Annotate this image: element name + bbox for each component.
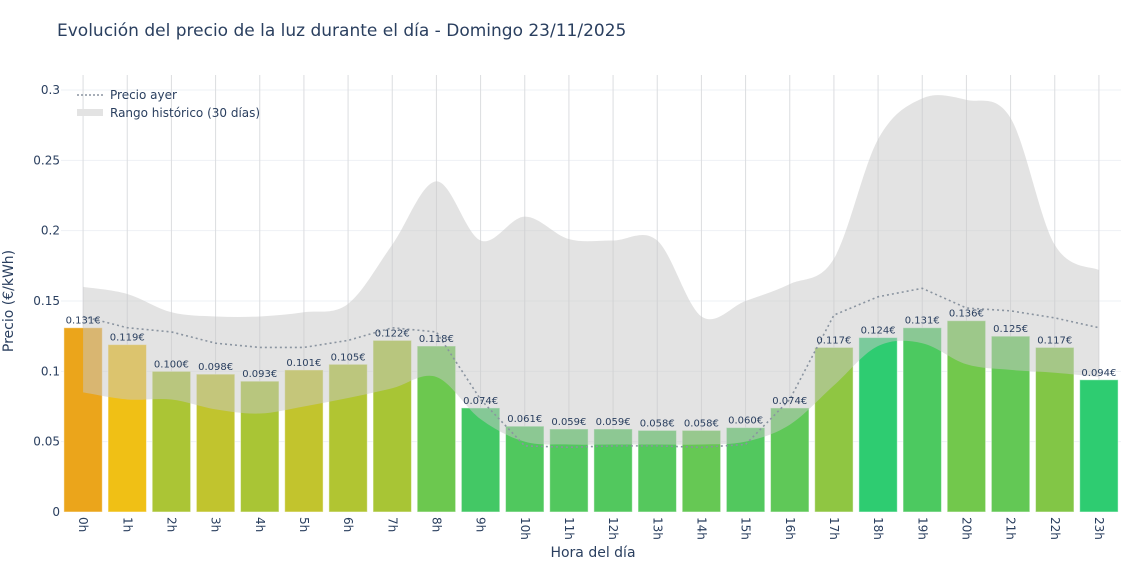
x-tick-label: 6h [341,517,355,532]
x-tick-label: 4h [253,517,267,532]
data-label: 0.125€ [993,324,1028,335]
x-tick-label: 3h [209,517,223,532]
y-tick-label: 0.05 [33,435,60,449]
data-label: 0.061€ [507,414,542,425]
yesterday-price-line [82,287,1100,449]
x-tick-label: 1h [120,517,134,532]
data-label: 0.136€ [949,309,984,320]
data-label: 0.118€ [419,334,454,345]
data-label: 0.119€ [110,333,145,344]
data-label: 0.094€ [1081,368,1116,379]
bar-22h [1035,346,1075,513]
x-tick-label: 20h [959,517,973,540]
x-axis-title: Hora del día [550,545,635,561]
x-tick-label: 22h [1048,517,1062,540]
x-tick-label: 21h [1004,517,1018,540]
data-label: 0.059€ [596,417,631,428]
x-tick-label: 19h [915,517,929,540]
data-label: 0.117€ [816,335,851,346]
x-tick-label: 8h [429,517,443,532]
x-tick-label: 18h [871,517,885,540]
legend-item-range[interactable]: Rango histórico (30 días) [110,106,260,120]
x-tick-label: 2h [164,517,178,532]
bar-23h [1079,379,1119,513]
data-label: 0.124€ [861,326,896,337]
legend-item-yesterday[interactable]: Precio ayer [110,88,177,102]
historical-range-band [83,95,1099,445]
data-label: 0.058€ [640,418,675,429]
data-label: 0.060€ [728,416,763,427]
data-label: 0.122€ [375,328,410,339]
bar-18h [858,337,898,513]
y-tick-label: 0.1 [41,364,60,378]
y-tick-label: 0.25 [33,153,60,167]
data-label: 0.074€ [772,396,807,407]
x-tick-label: 7h [385,517,399,532]
x-tick-label: 15h [739,517,753,540]
data-label: 0.131€ [66,316,101,327]
data-label: 0.058€ [684,418,719,429]
legend-band-swatch [77,109,103,116]
y-tick-label: 0.3 [41,83,60,97]
x-tick-label: 23h [1092,517,1106,540]
x-tick-label: 0h [76,517,90,532]
x-tick-label: 17h [827,517,841,540]
data-label: 0.131€ [905,316,940,327]
data-label: 0.105€ [331,352,366,363]
data-label: 0.098€ [198,362,233,373]
x-tick-label: 10h [518,517,532,540]
x-tick-label: 11h [562,517,576,540]
x-tick-label: 16h [783,517,797,540]
chart-title: Evolución del precio de la luz durante e… [57,21,627,41]
x-tick-label: 12h [606,517,620,540]
data-label: 0.093€ [242,369,277,380]
data-label: 0.101€ [286,358,321,369]
data-label: 0.100€ [154,359,189,370]
data-label: 0.117€ [1037,335,1072,346]
y-tick-label: 0 [52,505,60,519]
legend[interactable]: Precio ayer Rango histórico (30 días) [77,88,260,120]
x-tick-label: 13h [650,517,664,540]
data-label: 0.059€ [551,417,586,428]
x-tick-label: 14h [694,517,708,540]
y-tick-label: 0.15 [33,294,60,308]
bar-19h [902,327,942,513]
x-tick-label: 5h [297,517,311,532]
x-tick-label: 9h [474,517,488,532]
y-axis-title: Precio (€/kWh) [1,250,17,352]
y-tick-label: 0.2 [41,224,60,238]
data-label: 0.074€ [463,396,498,407]
